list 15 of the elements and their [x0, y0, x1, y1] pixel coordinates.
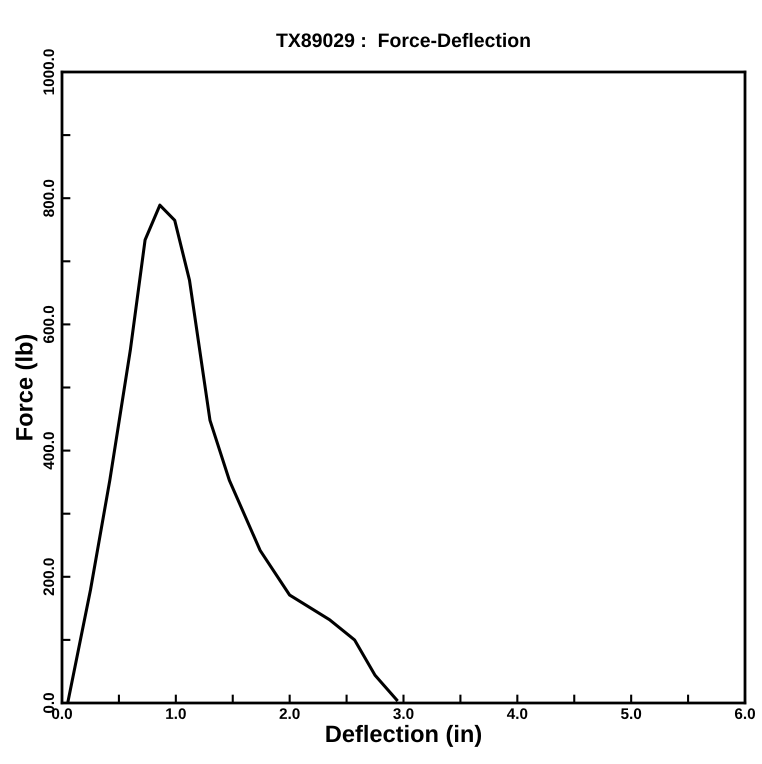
chart-title: TX89029 : Force-Deflection: [276, 32, 530, 48]
y-tick-label: 800.0: [43, 180, 54, 217]
y-tick-label: 200.0: [43, 558, 54, 596]
y-tick-label: 1000.0: [43, 49, 54, 94]
x-tick-label: 1.0: [166, 708, 186, 720]
x-tick-label: 3.0: [393, 708, 414, 720]
y-tick-label: 400.0: [43, 432, 54, 470]
x-tick-label: 2.0: [280, 708, 300, 720]
y-tick-label: 600.0: [43, 306, 54, 343]
x-tick-label: 5.0: [621, 708, 642, 720]
x-tick-label: 4.0: [506, 708, 528, 720]
x-tick-label: 0.0: [52, 708, 72, 720]
x-axis-title: Deflection (in): [326, 724, 482, 747]
y-axis-title: Force (lb): [15, 334, 38, 440]
x-tick-label: 6.0: [734, 708, 755, 720]
